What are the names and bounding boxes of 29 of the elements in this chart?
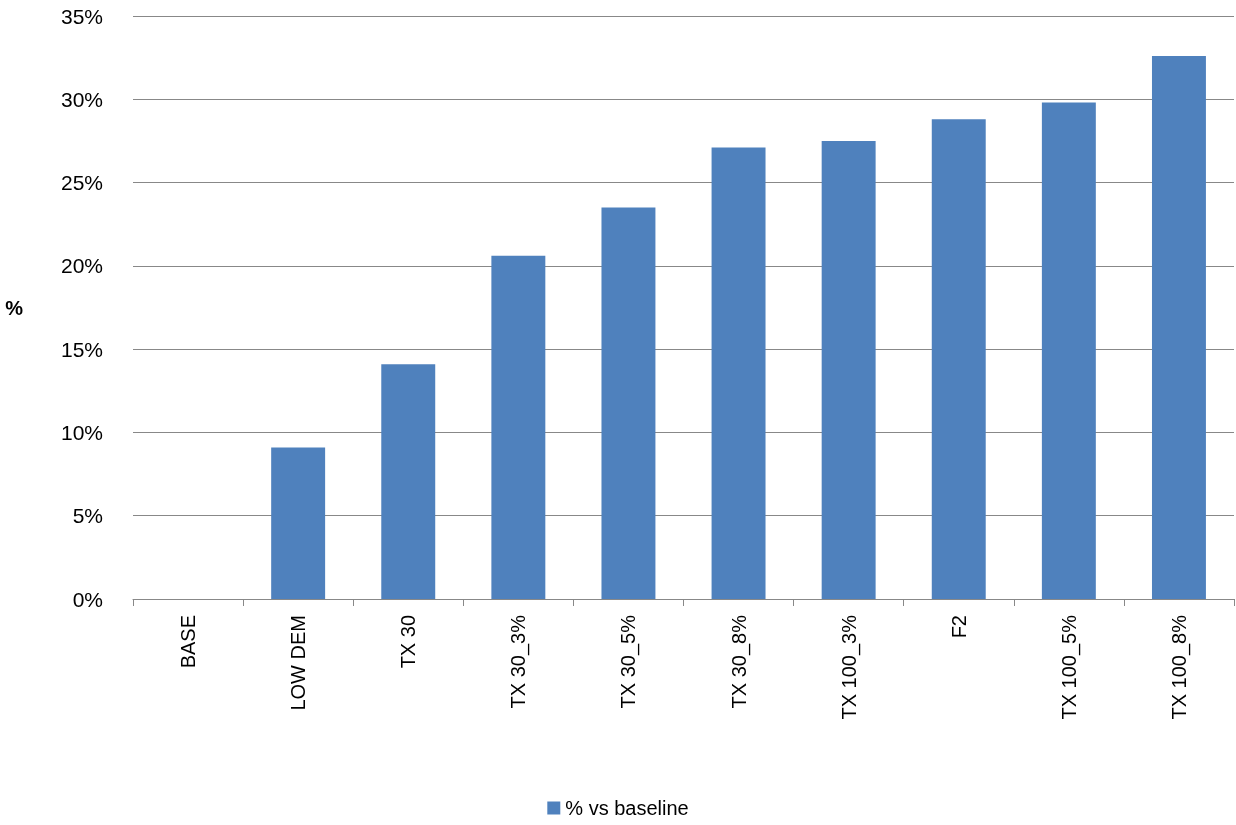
y-tick-label: 15% — [60, 337, 103, 361]
y-tick-label: 10% — [60, 420, 103, 444]
x-tick-label: TX 100_5% — [1057, 614, 1081, 720]
y-tick-label: 25% — [60, 171, 103, 195]
y-axis-title: % — [5, 296, 24, 319]
bar — [821, 140, 876, 599]
bar — [711, 147, 766, 599]
x-tick-label: TX 30_8% — [727, 614, 751, 709]
legend-label: % vs baseline — [565, 797, 689, 819]
y-tick-label: 30% — [60, 87, 103, 111]
bar — [271, 447, 326, 599]
x-tick-label: BASE — [177, 615, 200, 669]
bar — [491, 255, 546, 599]
bar — [601, 207, 656, 599]
bar — [931, 119, 986, 599]
bar — [381, 364, 436, 599]
y-tick-label: 5% — [72, 504, 103, 528]
y-tick-label: 0% — [72, 587, 103, 611]
x-tick-label: TX 100_3% — [837, 614, 861, 720]
x-tick-label: LOW DEM — [287, 615, 310, 711]
y-tick-label: 35% — [60, 4, 103, 28]
y-tick-label: 20% — [60, 254, 103, 278]
x-tick-label: TX 100_8% — [1167, 614, 1191, 720]
x-tick-label: TX 30_5% — [617, 614, 641, 709]
x-tick-label: TX 30_3% — [507, 614, 531, 709]
bar — [1151, 55, 1206, 599]
x-tick-label: TX 30 — [397, 615, 420, 669]
bar — [1041, 102, 1096, 599]
x-tick-label: F2 — [947, 615, 970, 639]
